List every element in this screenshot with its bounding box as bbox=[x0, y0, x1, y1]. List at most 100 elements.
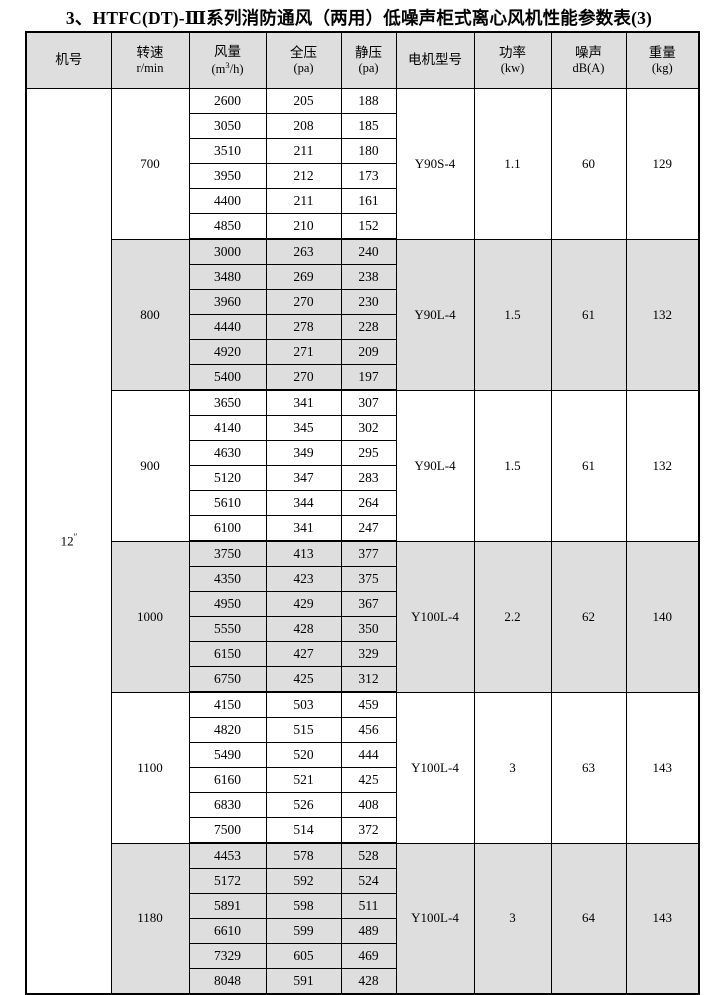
motor-model-cell: Y100L-4 bbox=[395, 842, 475, 995]
motor-model-cell: Y100L-4 bbox=[395, 540, 475, 693]
total-pressure-cell: 270 bbox=[265, 364, 342, 391]
total-pressure-cell: 211 bbox=[265, 138, 342, 164]
table-header: 机号 转速 r/min 风量 (m3/h) 全压 (pa) 静压 (pa) 电机型号 功率 (kw) 噪… bbox=[25, 31, 700, 89]
total-pressure-cell: 578 bbox=[265, 842, 342, 869]
total-pressure-cell: 413 bbox=[265, 540, 342, 567]
col-header-label: 电机型号 bbox=[408, 52, 462, 68]
total-pressure-cell: 269 bbox=[265, 264, 342, 290]
table-row: 6160 521 425 bbox=[26, 767, 699, 793]
air-volume-cell: 8048 bbox=[188, 968, 267, 995]
speed-cell: 1000 bbox=[110, 540, 190, 693]
table-row: 3050 208 185 bbox=[26, 113, 699, 139]
total-pressure-cell: 520 bbox=[265, 742, 342, 768]
table-row: 6150 427 329 bbox=[26, 641, 699, 667]
air-volume-cell: 3950 bbox=[188, 163, 267, 189]
col-header-unit: dB(A) bbox=[572, 61, 605, 76]
total-pressure-cell: 427 bbox=[265, 641, 342, 667]
col-header-label: 静压 bbox=[355, 44, 382, 60]
col-header-label: 重量 bbox=[648, 44, 676, 60]
table-row: 4440 278 228 bbox=[26, 314, 699, 340]
table-row: 5490 520 444 bbox=[26, 742, 699, 768]
col-header-label: 转速 bbox=[136, 44, 164, 60]
static-pressure-cell: 350 bbox=[340, 616, 397, 642]
col-header-weight: 重量 (kg) bbox=[625, 31, 700, 89]
air-volume-cell: 6150 bbox=[188, 641, 267, 667]
air-volume-cell: 5610 bbox=[188, 490, 267, 516]
static-pressure-cell: 469 bbox=[340, 943, 397, 969]
table-row: 900 3650 341 307 Y90L-4 1.5 61 132 bbox=[26, 389, 700, 542]
total-pressure-cell: 515 bbox=[265, 717, 342, 743]
static-pressure-cell: 528 bbox=[340, 842, 397, 869]
power-cell: 1.5 bbox=[473, 238, 552, 391]
table-row: 4140 345 302 bbox=[26, 415, 699, 441]
weight-cell: 140 bbox=[625, 540, 700, 693]
table-row: 4630 349 295 bbox=[26, 440, 699, 466]
table-row: 6610 599 489 bbox=[26, 918, 699, 944]
total-pressure-cell: 592 bbox=[265, 868, 342, 894]
col-header-noise: 噪声 dB(A) bbox=[550, 31, 627, 89]
static-pressure-cell: 197 bbox=[340, 364, 397, 391]
static-pressure-cell: 307 bbox=[340, 389, 397, 416]
air-volume-cell: 4400 bbox=[188, 188, 267, 214]
air-volume-cell: 6750 bbox=[188, 666, 267, 693]
table-row: 6750 425 312 bbox=[26, 666, 699, 693]
table-row: 4350 423 375 bbox=[26, 566, 699, 592]
total-pressure-cell: 428 bbox=[265, 616, 342, 642]
total-pressure-cell: 591 bbox=[265, 968, 342, 995]
table-row: 7329 605 469 bbox=[26, 943, 699, 969]
table-row: 6830 526 408 bbox=[26, 792, 699, 818]
air-volume-cell: 5891 bbox=[188, 893, 267, 919]
air-volume-cell: 4350 bbox=[188, 566, 267, 592]
static-pressure-cell: 161 bbox=[340, 188, 397, 214]
static-pressure-cell: 185 bbox=[340, 113, 397, 139]
static-pressure-cell: 428 bbox=[340, 968, 397, 995]
col-header-label: 噪声 bbox=[575, 44, 602, 60]
header-row: 机号 转速 r/min 风量 (m3/h) 全压 (pa) 静压 (pa) 电机型号 功率 (kw) 噪… bbox=[25, 31, 700, 89]
inch-mark: ″ bbox=[73, 532, 78, 543]
static-pressure-cell: 283 bbox=[340, 465, 397, 491]
table-row: 6100 341 247 bbox=[26, 515, 699, 542]
total-pressure-cell: 429 bbox=[265, 591, 342, 617]
total-pressure-cell: 205 bbox=[265, 88, 342, 114]
air-volume-cell: 4850 bbox=[188, 213, 267, 240]
air-volume-cell: 3960 bbox=[188, 289, 267, 315]
air-volume-cell: 7500 bbox=[188, 817, 267, 844]
col-header-unit: (kw) bbox=[500, 61, 525, 76]
table-row: 4850 210 152 bbox=[26, 213, 699, 240]
total-pressure-cell: 347 bbox=[265, 465, 342, 491]
weight-cell: 143 bbox=[625, 842, 700, 995]
speed-cell: 900 bbox=[110, 389, 190, 542]
table-row: 3510 211 180 bbox=[26, 138, 699, 164]
col-header-label: 功率 bbox=[499, 44, 526, 60]
motor-model-cell: Y90L-4 bbox=[395, 238, 475, 391]
air-volume-cell: 4453 bbox=[188, 842, 267, 869]
static-pressure-cell: 312 bbox=[340, 666, 397, 693]
total-pressure-cell: 423 bbox=[265, 566, 342, 592]
performance-table: 机号 转速 r/min 风量 (m3/h) 全压 (pa) 静压 (pa) 电机型号 功率 (kw) 噪… bbox=[25, 31, 700, 995]
static-pressure-cell: 180 bbox=[340, 138, 397, 164]
table-row: 12″ 700 2600 205 188 Y90S-4 1.1 60 129 bbox=[25, 88, 700, 995]
air-volume-cell: 5490 bbox=[188, 742, 267, 768]
page-title: 3、HTFC(DT)-Ⅲ系列消防通风（两用）低噪声柜式离心风机性能参数表(3) bbox=[65, 8, 653, 28]
air-volume-cell: 6100 bbox=[188, 515, 267, 542]
air-volume-cell: 5550 bbox=[188, 616, 267, 642]
total-pressure-cell: 212 bbox=[265, 163, 342, 189]
air-volume-cell: 7329 bbox=[188, 943, 267, 969]
motor-model-cell: Y90L-4 bbox=[395, 389, 475, 542]
table-row: 1000 3750 413 377 Y100L-4 2.2 62 140 bbox=[26, 540, 700, 693]
power-cell: 3 bbox=[473, 842, 552, 995]
power-cell: 2.2 bbox=[473, 540, 552, 693]
table-row: 7500 514 372 bbox=[26, 817, 699, 844]
noise-cell: 62 bbox=[550, 540, 627, 693]
total-pressure-cell: 341 bbox=[265, 389, 342, 416]
speed-cell: 1100 bbox=[110, 691, 190, 844]
speed-cell: 800 bbox=[110, 238, 190, 391]
total-pressure-cell: 345 bbox=[265, 415, 342, 441]
table-row: 3950 212 173 bbox=[26, 163, 699, 189]
total-pressure-cell: 211 bbox=[265, 188, 342, 214]
static-pressure-cell: 152 bbox=[340, 213, 397, 240]
total-pressure-cell: 521 bbox=[265, 767, 342, 793]
col-header-unit: (pa) bbox=[293, 61, 314, 76]
noise-cell: 64 bbox=[550, 842, 627, 995]
static-pressure-cell: 295 bbox=[340, 440, 397, 466]
